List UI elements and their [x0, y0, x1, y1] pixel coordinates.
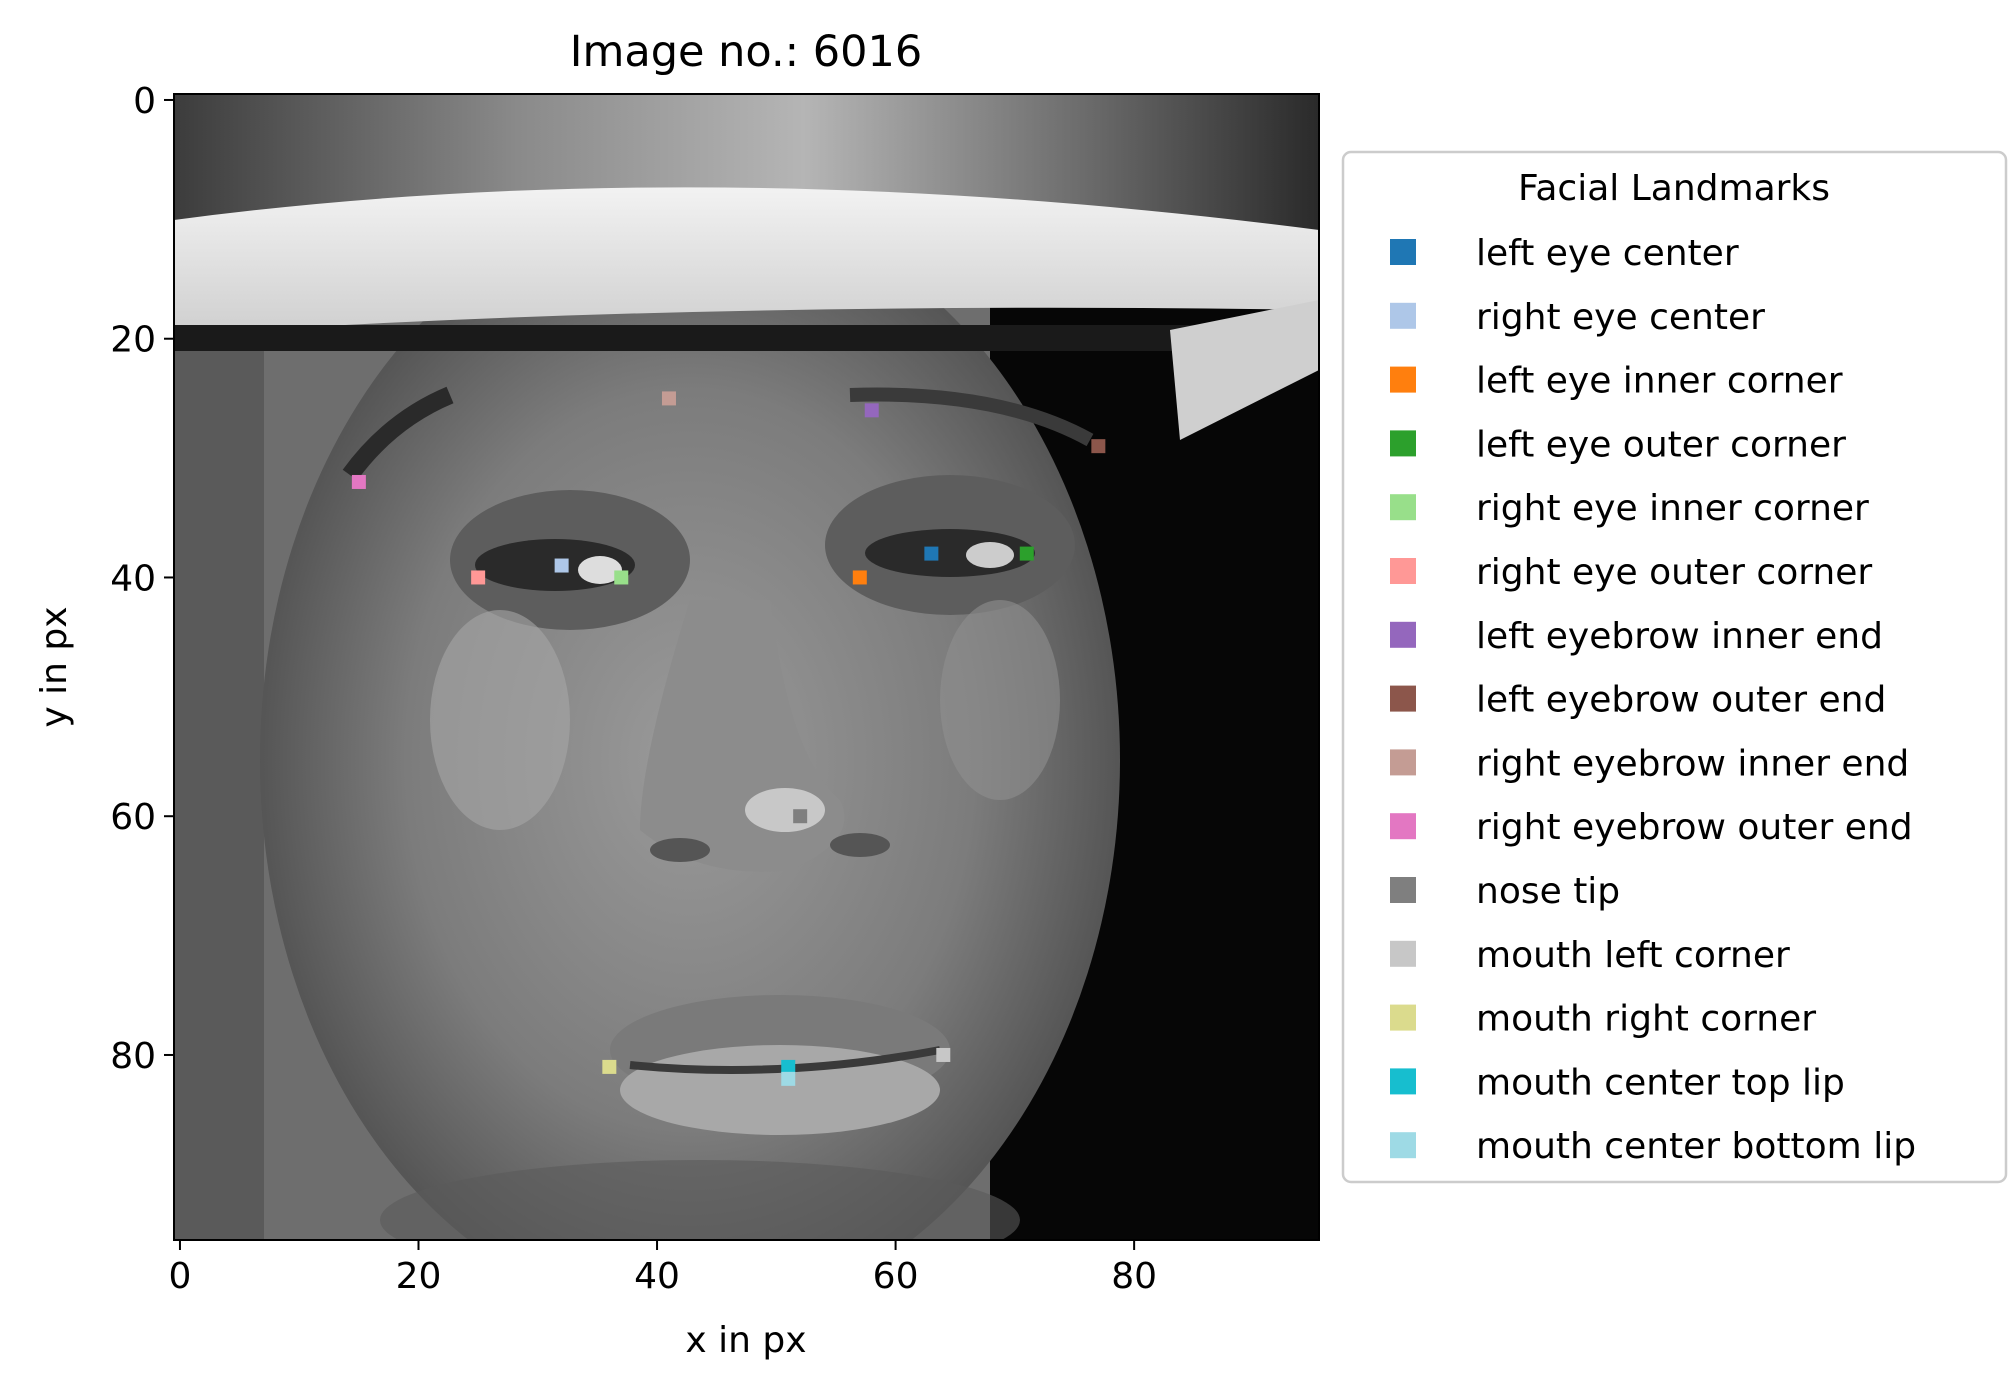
legend-label: mouth center top lip	[1476, 1062, 1845, 1103]
legend-swatch	[1390, 558, 1416, 584]
y-axis-label: y in px	[34, 606, 75, 727]
landmark-point	[781, 1059, 796, 1074]
legend-label: right eye inner corner	[1476, 488, 1869, 529]
legend-swatch	[1390, 239, 1416, 265]
y-tick-label: 60	[110, 797, 156, 838]
landmark-point	[936, 1047, 951, 1062]
legend-swatch	[1390, 749, 1416, 776]
landmark-markers	[351, 391, 1106, 1086]
legend-swatch	[1390, 813, 1416, 840]
legend-label: left eye outer corner	[1476, 424, 1846, 465]
legend-swatch	[1390, 1068, 1416, 1095]
y-tick-label: 20	[110, 320, 156, 361]
legend-label: mouth center bottom lip	[1476, 1126, 1916, 1167]
legend-label: left eyebrow outer end	[1476, 680, 1886, 721]
plot-frame	[173, 93, 1320, 1241]
landmark-point	[614, 570, 629, 585]
legend-swatch	[1390, 494, 1416, 521]
legend-swatch	[1390, 1004, 1416, 1031]
landmark-point	[781, 1071, 796, 1086]
legend-items: left eye center right eye center left eye …	[1390, 233, 1916, 1167]
x-axis-ticks: 0 20 40 60 80	[169, 1240, 1157, 1297]
landmark-point	[661, 391, 676, 406]
y-tick-label: 0	[133, 81, 156, 122]
x-tick-label: 0	[169, 1256, 192, 1297]
legend-swatch	[1390, 302, 1416, 329]
x-tick-label: 80	[1111, 1256, 1157, 1297]
legend-label: left eye center	[1476, 233, 1739, 274]
x-tick-label: 60	[873, 1256, 919, 1297]
legend-label: mouth left corner	[1476, 935, 1790, 976]
face-image	[174, 94, 1319, 1240]
landmark-point	[793, 809, 808, 824]
legend-label: left eye inner corner	[1476, 361, 1843, 402]
legend-swatch	[1390, 621, 1416, 648]
legend-swatch	[1390, 940, 1416, 967]
legend-label: right eyebrow inner end	[1476, 743, 1909, 784]
landmark-point	[924, 546, 939, 561]
landmark-point	[471, 570, 486, 585]
legend: Facial Landmarks left eye center right ey…	[1341, 150, 2008, 1184]
landmark-point	[602, 1059, 617, 1074]
legend-frame	[1341, 150, 2008, 1184]
legend-label: mouth right corner	[1476, 999, 1816, 1040]
y-tick-label: 80	[110, 1036, 156, 1077]
y-axis-ticks: 0 20 40 60 80	[110, 81, 174, 1077]
legend-label: right eye outer corner	[1476, 552, 1872, 593]
legend-swatch	[1390, 685, 1416, 712]
legend-title: Facial Landmarks	[1518, 168, 1830, 209]
legend-swatch	[1390, 366, 1416, 393]
chart-title: Image no.: 6016	[570, 27, 922, 77]
landmark-point	[852, 570, 867, 585]
legend-label: right eye center	[1476, 297, 1765, 338]
landmark-point	[351, 474, 366, 489]
landmark-point	[1091, 439, 1106, 454]
legend-label: nose tip	[1476, 871, 1620, 912]
x-tick-label: 40	[634, 1256, 680, 1297]
legend-swatch	[1390, 1132, 1416, 1159]
legend-swatch	[1390, 430, 1416, 457]
legend-swatch	[1390, 877, 1416, 903]
x-tick-label: 20	[396, 1256, 442, 1297]
x-axis-label: x in px	[685, 1320, 806, 1361]
landmark-point	[864, 403, 879, 418]
y-tick-label: 40	[110, 558, 156, 599]
legend-label: left eyebrow inner end	[1476, 616, 1883, 657]
legend-label: right eyebrow outer end	[1476, 807, 1913, 848]
landmark-point	[554, 558, 569, 573]
landmark-point	[1019, 546, 1034, 561]
